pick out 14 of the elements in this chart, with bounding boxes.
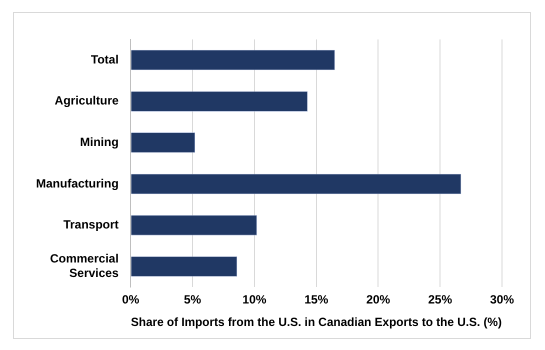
y-tick-label: Manufacturing: [36, 176, 119, 190]
x-tick-label: 10%: [242, 292, 267, 307]
y-tick-label: Commercial Services: [50, 252, 119, 280]
y-tick-label: Transport: [63, 218, 119, 232]
x-tick-label: 15%: [304, 292, 329, 307]
x-axis-title: Share of Imports from the U.S. in Canadian Exports to the U.S. (%): [130, 315, 502, 330]
y-tick-label: Mining: [80, 134, 119, 149]
x-tick-label: 0%: [122, 292, 140, 307]
y-tick-label: Total: [90, 52, 119, 66]
x-tick-label: 30%: [490, 292, 514, 307]
x-tick-label: 25%: [428, 292, 452, 307]
y-tick-label: Agriculture: [54, 94, 119, 108]
x-tick-label: 5%: [184, 292, 202, 307]
x-tick-label: 20%: [366, 292, 391, 307]
